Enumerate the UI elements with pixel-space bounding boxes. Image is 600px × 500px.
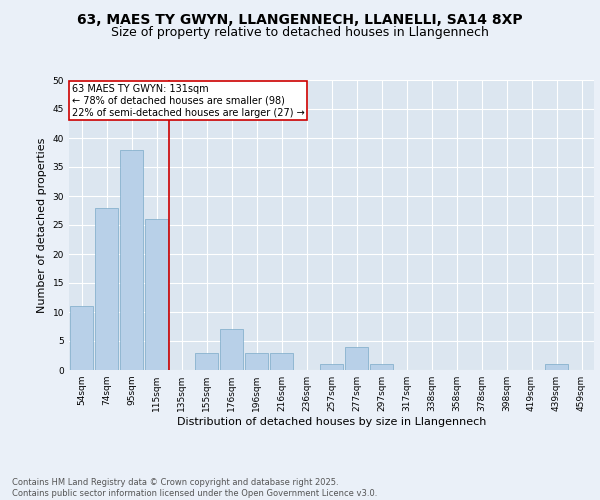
Bar bbox=[245, 352, 268, 370]
Bar bbox=[195, 352, 218, 370]
Bar bbox=[220, 330, 243, 370]
X-axis label: Distribution of detached houses by size in Llangennech: Distribution of detached houses by size … bbox=[177, 417, 486, 427]
Text: Size of property relative to detached houses in Llangennech: Size of property relative to detached ho… bbox=[111, 26, 489, 39]
Bar bbox=[345, 347, 368, 370]
Bar bbox=[545, 364, 568, 370]
Bar bbox=[145, 219, 168, 370]
Text: Contains HM Land Registry data © Crown copyright and database right 2025.
Contai: Contains HM Land Registry data © Crown c… bbox=[12, 478, 377, 498]
Bar bbox=[270, 352, 293, 370]
Y-axis label: Number of detached properties: Number of detached properties bbox=[37, 138, 47, 312]
Bar bbox=[320, 364, 343, 370]
Text: 63 MAES TY GWYN: 131sqm
← 78% of detached houses are smaller (98)
22% of semi-de: 63 MAES TY GWYN: 131sqm ← 78% of detache… bbox=[71, 84, 304, 117]
Bar bbox=[95, 208, 118, 370]
Bar bbox=[120, 150, 143, 370]
Text: 63, MAES TY GWYN, LLANGENNECH, LLANELLI, SA14 8XP: 63, MAES TY GWYN, LLANGENNECH, LLANELLI,… bbox=[77, 12, 523, 26]
Bar bbox=[370, 364, 393, 370]
Bar bbox=[70, 306, 93, 370]
